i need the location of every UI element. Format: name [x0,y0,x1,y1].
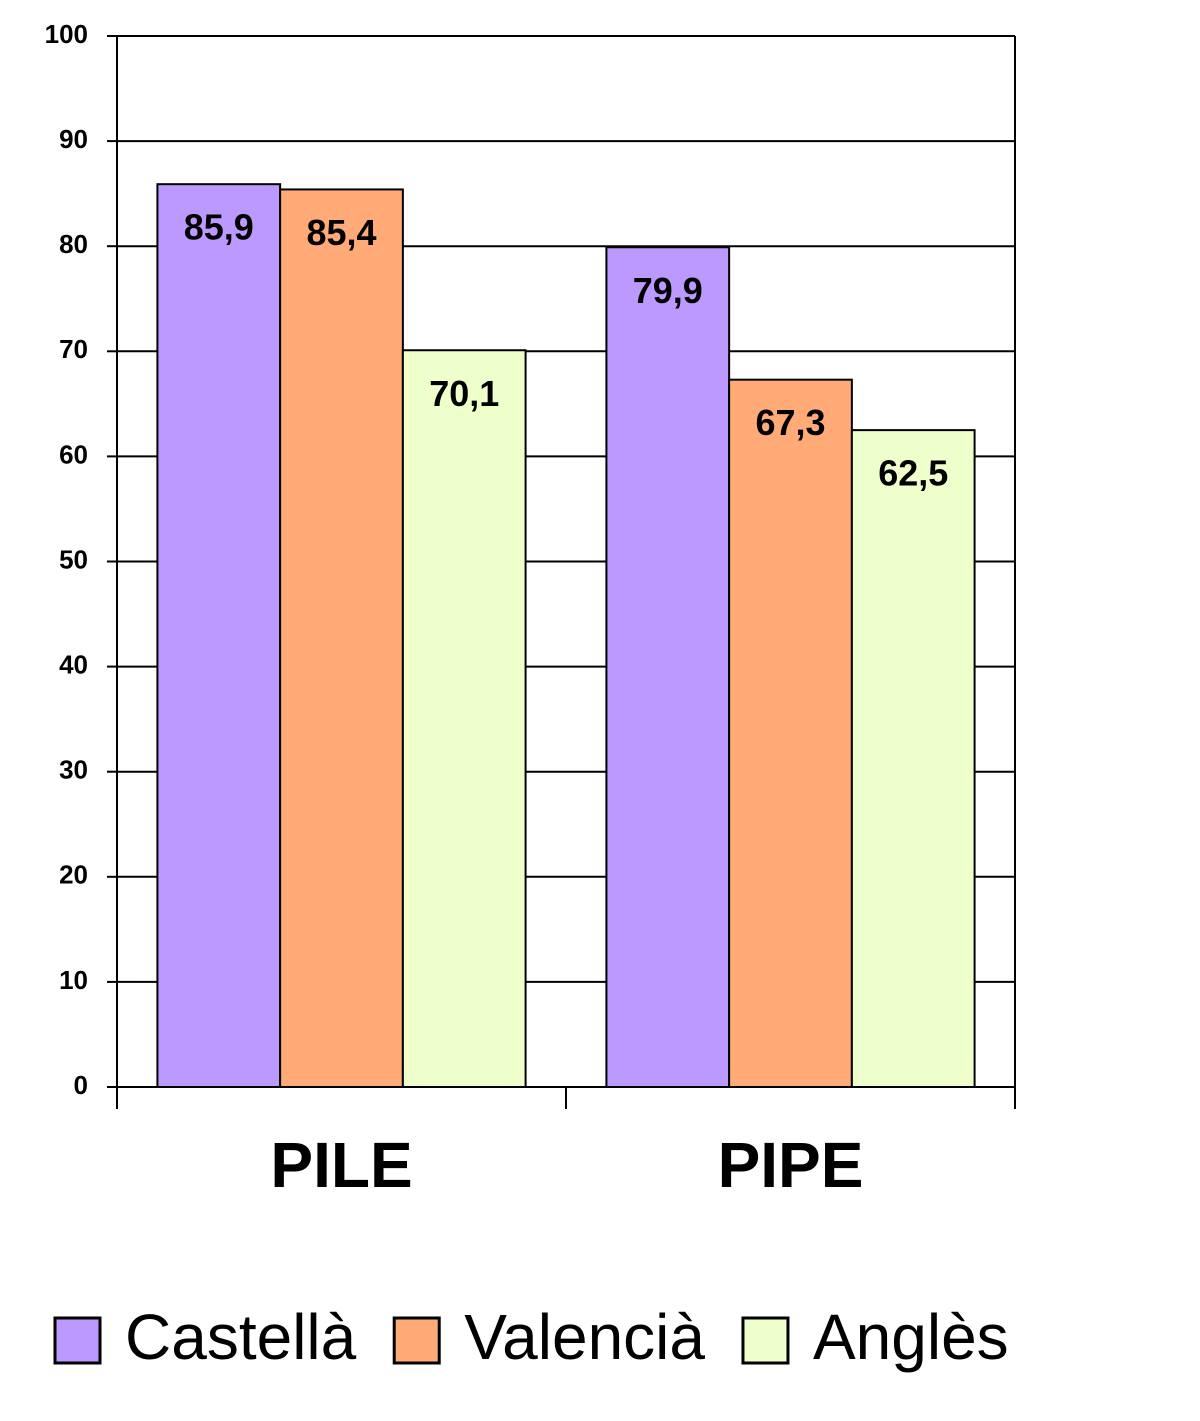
y-tick-label: 40 [59,649,88,679]
value-label: 62,5 [878,453,948,494]
y-tick-label: 100 [45,19,88,49]
legend-swatch [392,1316,441,1365]
y-tick-label: 80 [59,229,88,259]
y-tick-label: 70 [59,334,88,364]
legend-swatch [741,1316,790,1365]
y-tick-label: 30 [59,755,88,785]
bar [156,183,282,1089]
bar [728,378,853,1088]
y-tick-label: 0 [74,1070,88,1100]
y-tick-label: 90 [59,124,88,154]
value-label: 85,9 [184,207,254,248]
bar [605,246,731,1089]
y-tick-label: 60 [59,439,88,469]
legend-label: Castellà [125,1301,357,1373]
legend-label: Anglès [813,1301,1009,1373]
x-tick-label: PIPE [718,1129,864,1201]
value-label: 67,3 [755,402,825,443]
bar [279,188,404,1089]
legend-label: Valencià [464,1301,705,1373]
value-label: 85,4 [306,212,376,253]
y-tick-label: 50 [59,544,88,574]
bar [401,349,527,1088]
legend-swatch [53,1316,102,1365]
y-tick-label: 20 [59,860,88,890]
x-tick-label: PILE [270,1129,412,1201]
y-tick-label: 10 [59,965,88,995]
value-label: 79,9 [633,270,703,311]
value-label: 70,1 [429,373,499,414]
bar [850,429,976,1088]
